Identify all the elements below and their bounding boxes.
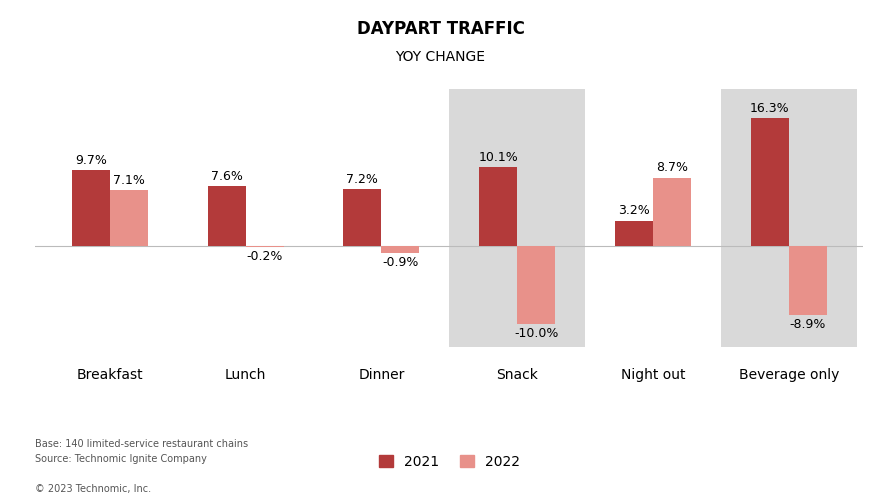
Bar <box>517 246 555 324</box>
Bar <box>479 167 517 246</box>
FancyBboxPatch shape <box>449 89 585 347</box>
Bar <box>615 221 653 246</box>
Text: -10.0%: -10.0% <box>514 327 559 340</box>
Bar <box>246 246 284 247</box>
Text: 9.7%: 9.7% <box>75 154 107 167</box>
Bar <box>751 118 788 246</box>
Text: -0.2%: -0.2% <box>247 250 283 263</box>
Text: 3.2%: 3.2% <box>618 204 650 217</box>
Bar <box>381 246 419 252</box>
Bar <box>208 186 246 246</box>
Text: 8.7%: 8.7% <box>656 162 688 175</box>
Legend: 2021, 2022: 2021, 2022 <box>374 449 525 474</box>
Text: Source: Technomic Ignite Company: Source: Technomic Ignite Company <box>35 454 207 464</box>
Text: 16.3%: 16.3% <box>750 102 789 115</box>
Text: -8.9%: -8.9% <box>789 318 825 331</box>
Text: -0.9%: -0.9% <box>382 256 418 269</box>
FancyBboxPatch shape <box>721 89 856 347</box>
Text: YOY CHANGE: YOY CHANGE <box>396 50 485 63</box>
Text: © 2023 Technomic, Inc.: © 2023 Technomic, Inc. <box>35 484 152 494</box>
Text: 7.1%: 7.1% <box>113 174 144 187</box>
Text: Base: 140 limited-service restaurant chains: Base: 140 limited-service restaurant cha… <box>35 439 248 449</box>
Bar <box>788 246 826 315</box>
Text: 7.2%: 7.2% <box>346 173 378 186</box>
Bar <box>653 178 691 246</box>
Bar <box>72 170 110 246</box>
Bar <box>344 189 381 246</box>
Text: 10.1%: 10.1% <box>478 150 518 164</box>
Bar <box>110 190 148 246</box>
Text: 7.6%: 7.6% <box>211 170 242 183</box>
Text: DAYPART TRAFFIC: DAYPART TRAFFIC <box>357 20 524 38</box>
